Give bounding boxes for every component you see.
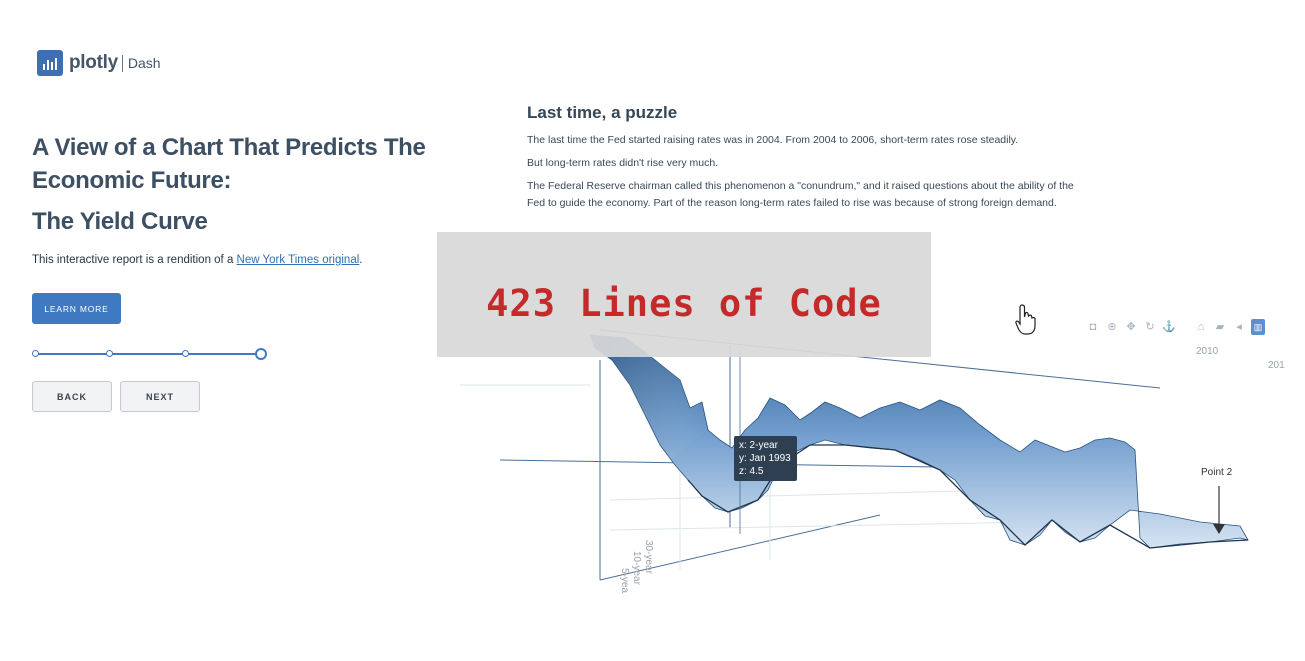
back-button[interactable]: BACK — [32, 381, 112, 412]
plotly-logo-icon[interactable]: ▥ — [1251, 319, 1265, 335]
surface-ridge-line — [687, 444, 1249, 549]
slider-step-3[interactable] — [182, 350, 189, 357]
slider-step-2[interactable] — [106, 350, 113, 357]
learn-more-button[interactable]: LEARN MORE — [32, 293, 121, 324]
surface-plot-svg — [460, 329, 1249, 581]
nyt-original-link[interactable]: New York Times original — [236, 254, 360, 266]
tooltip-x: x: 2-year — [739, 440, 778, 451]
lines-of-code-text: 423 Lines of Code — [486, 282, 882, 325]
pan-icon[interactable]: ✥ — [1126, 321, 1136, 333]
turntable-icon[interactable]: ⚓ — [1162, 321, 1176, 333]
home-icon[interactable]: ⌂ — [1197, 321, 1205, 333]
axis-tick-30-year: 30-year — [643, 540, 654, 574]
yield-surface[interactable] — [589, 334, 1249, 549]
orbit-icon[interactable]: ↻ — [1145, 321, 1155, 333]
axis-tick-201: 201 — [1268, 360, 1285, 371]
slider-track — [34, 353, 260, 355]
tooltip-z: z: 4.5 — [739, 466, 764, 477]
page-subtitle: The Yield Curve — [32, 208, 208, 235]
camera-reset-icon[interactable]: ▰ — [1215, 321, 1225, 333]
paragraph-3: The Federal Reserve chairman called this… — [527, 180, 1074, 209]
paragraph-1: The last time the Fed started raising ra… — [527, 134, 1019, 146]
slider-step-1[interactable] — [32, 350, 39, 357]
hover-tooltip: x: 2-year y: Jan 1993 z: 4.5 — [734, 436, 797, 481]
page-title: A View of a Chart That Predicts The Econ… — [32, 134, 426, 194]
plot-modebar: ◘ ⊕ ✥ ↻ ⚓ ⌂ ▰ ◂ ▥ — [1086, 319, 1265, 335]
axis-tick-10-year: 10-year — [631, 551, 642, 585]
point-2-arrow — [1213, 486, 1225, 534]
yield-curve-3d-plot[interactable] — [440, 290, 1305, 661]
zoom-icon[interactable]: ⊕ — [1107, 321, 1117, 333]
paragraph-2: But long-term rates didn't rise very muc… — [527, 157, 719, 169]
next-button[interactable]: NEXT — [120, 381, 200, 412]
logo-wordmark: plotly — [69, 52, 118, 73]
logo-product-name: Dash — [127, 55, 161, 71]
toggle-hover-icon[interactable]: ◂ — [1236, 321, 1242, 333]
surface-shadow — [590, 335, 708, 460]
lines-of-code-banner: 423 Lines of Code — [437, 232, 931, 357]
step-slider[interactable] — [32, 346, 267, 362]
point-2-annotation: Point 2 — [1201, 467, 1233, 478]
axis-tick-5-year: 5-yea — [619, 568, 630, 594]
tooltip-y: y: Jan 1993 — [739, 453, 791, 464]
axis-tick-2010: 2010 — [1196, 346, 1219, 357]
plotly-dash-logo: plotly Dash — [37, 50, 161, 76]
slider-handle[interactable] — [255, 348, 267, 360]
section-heading: Last time, a puzzle — [527, 103, 678, 122]
camera-icon[interactable]: ◘ — [1089, 321, 1097, 333]
hand-cursor-icon — [1015, 304, 1036, 335]
intro-text: This interactive report is a rendition o… — [32, 254, 363, 266]
plotly-logo-icon — [37, 50, 63, 76]
